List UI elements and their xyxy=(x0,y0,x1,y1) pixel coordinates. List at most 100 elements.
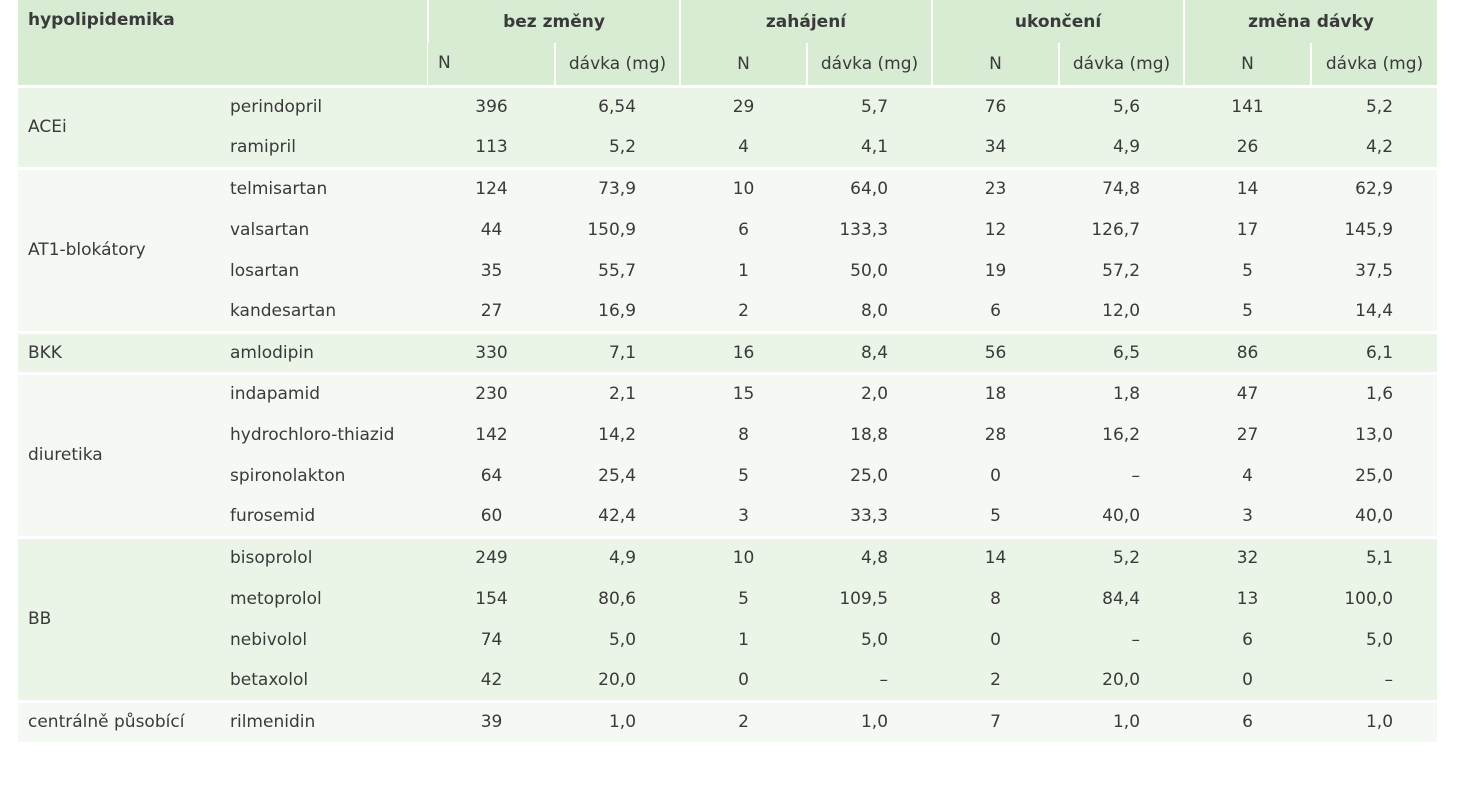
count-cell: 0 xyxy=(932,455,1060,496)
count-cell: 5 xyxy=(1184,291,1312,332)
dose-cell: 20,0 xyxy=(555,660,681,701)
count-cell: 5 xyxy=(680,455,808,496)
dose-cell: 25,0 xyxy=(807,455,933,496)
row: BKK amlodipin 330 7,1 16 8,4 56 6,5 86 6,1 xyxy=(18,330,1438,373)
count-cell: 47 xyxy=(1184,371,1312,414)
row: spironolakton 64 25,4 5 25,0 0–4 25,0 xyxy=(18,455,1438,496)
count-cell: 1 xyxy=(680,619,808,660)
section: BB bisoprolol 249 4,9 10 4,8 14 5,2 32 5,1 metopro… xyxy=(18,535,1438,701)
drug-name: nebivolol xyxy=(218,619,429,660)
dose-cell: 126,7 xyxy=(1059,209,1185,250)
drug-name: ramipril xyxy=(218,127,429,168)
group-header: ukončení xyxy=(931,0,1185,43)
count-cell: 10 xyxy=(680,166,808,209)
dose-cell: 5,0 xyxy=(1311,619,1438,660)
dose-cell: 25,4 xyxy=(555,455,681,496)
count-cell: 113 xyxy=(428,127,556,168)
row: losartan 35 55,7 1 50,0 19 57,2 5 37,5 xyxy=(18,250,1438,291)
dose-cell: 5,2 xyxy=(555,127,681,168)
dose-cell: 7,1 xyxy=(555,330,681,373)
section: ACEi perindopril 396 6,54 29 5,7 76 5,6 141 5,2 ra… xyxy=(18,84,1438,168)
count-cell: 141 xyxy=(1184,84,1312,127)
drug-name: hydrochloro-thiazid xyxy=(218,414,429,455)
count-cell: 18 xyxy=(932,371,1060,414)
dose-cell: 57,2 xyxy=(1059,250,1185,291)
subheader: dávka (mg) xyxy=(1310,43,1438,86)
dose-cell: 33,3 xyxy=(807,496,933,537)
dose-cell: – xyxy=(1059,455,1185,496)
dose-cell: 109,5 xyxy=(807,578,933,619)
row: betaxolol 42 20,0 0–2 20,0 0– xyxy=(18,660,1438,701)
section-name: centrálně působící xyxy=(18,699,218,742)
drug-name: indapamid xyxy=(218,371,429,414)
dose-cell: 18,8 xyxy=(807,414,933,455)
count-cell: 5 xyxy=(1184,250,1312,291)
count-cell: 249 xyxy=(428,535,556,578)
dose-cell: – xyxy=(807,660,933,701)
count-cell: 396 xyxy=(428,84,556,127)
dose-cell: 145,9 xyxy=(1311,209,1438,250)
count-cell: 76 xyxy=(932,84,1060,127)
table-header: hypolipidemika bez změny zahájení ukončení… xyxy=(18,0,1438,86)
dose-cell: 62,9 xyxy=(1311,166,1438,209)
drug-name: telmisartan xyxy=(218,166,429,209)
subheader: dávka (mg) xyxy=(554,43,681,86)
header-title: hypolipidemika xyxy=(18,0,429,86)
count-cell: 230 xyxy=(428,371,556,414)
dose-cell: 5,0 xyxy=(807,619,933,660)
row: furosemid 60 42,4 3 33,3 5 40,0 3 40,0 xyxy=(18,496,1438,537)
dose-cell: 150,9 xyxy=(555,209,681,250)
count-cell: 44 xyxy=(428,209,556,250)
dose-cell: 80,6 xyxy=(555,578,681,619)
count-cell: 8 xyxy=(932,578,1060,619)
dose-cell: 1,0 xyxy=(555,699,681,742)
section-name: BKK xyxy=(18,330,218,373)
count-cell: 17 xyxy=(1184,209,1312,250)
subheader: N xyxy=(931,43,1060,86)
count-cell: 56 xyxy=(932,330,1060,373)
row: hydrochloro-thiazid 142 14,2 8 18,8 28 16,2 27 1… xyxy=(18,414,1438,455)
dose-cell: 8,0 xyxy=(807,291,933,332)
count-cell: 39 xyxy=(428,699,556,742)
count-cell: 8 xyxy=(680,414,808,455)
dose-cell: 4,2 xyxy=(1311,127,1438,168)
count-cell: 6 xyxy=(680,209,808,250)
dose-cell: 1,0 xyxy=(807,699,933,742)
count-cell: 13 xyxy=(1184,578,1312,619)
dose-cell: 25,0 xyxy=(1311,455,1438,496)
count-cell: 23 xyxy=(932,166,1060,209)
drug-name: amlodipin xyxy=(218,330,429,373)
group-header: bez změny xyxy=(427,0,681,43)
dose-cell: 1,0 xyxy=(1059,699,1185,742)
section-name: diuretika xyxy=(18,371,218,537)
dose-cell: 4,1 xyxy=(807,127,933,168)
drug-name: furosemid xyxy=(218,496,429,537)
count-cell: 0 xyxy=(932,619,1060,660)
drug-name: perindopril xyxy=(218,84,429,127)
count-cell: 28 xyxy=(932,414,1060,455)
drug-name: bisoprolol xyxy=(218,535,429,578)
dose-cell: – xyxy=(1059,619,1185,660)
subheader: N xyxy=(679,43,808,86)
dose-cell: 6,1 xyxy=(1311,330,1438,373)
dose-cell: 5,2 xyxy=(1311,84,1438,127)
dose-cell: 4,9 xyxy=(1059,127,1185,168)
count-cell: 5 xyxy=(680,578,808,619)
dose-cell: 16,9 xyxy=(555,291,681,332)
section-name: ACEi xyxy=(18,84,218,168)
count-cell: 124 xyxy=(428,166,556,209)
dose-cell: 8,4 xyxy=(807,330,933,373)
count-cell: 35 xyxy=(428,250,556,291)
count-cell: 27 xyxy=(428,291,556,332)
count-cell: 330 xyxy=(428,330,556,373)
count-cell: 64 xyxy=(428,455,556,496)
group-header: změna dávky xyxy=(1183,0,1438,43)
row: centrálně působící rilmenidin 39 1,0 2 1,0 7 1,… xyxy=(18,699,1438,742)
section-name: AT1-blokátory xyxy=(18,166,218,332)
count-cell: 6 xyxy=(1184,699,1312,742)
drug-name: rilmenidin xyxy=(218,699,429,742)
drug-name: spironolakton xyxy=(218,455,429,496)
dose-cell: 1,0 xyxy=(1311,699,1438,742)
count-cell: 14 xyxy=(932,535,1060,578)
